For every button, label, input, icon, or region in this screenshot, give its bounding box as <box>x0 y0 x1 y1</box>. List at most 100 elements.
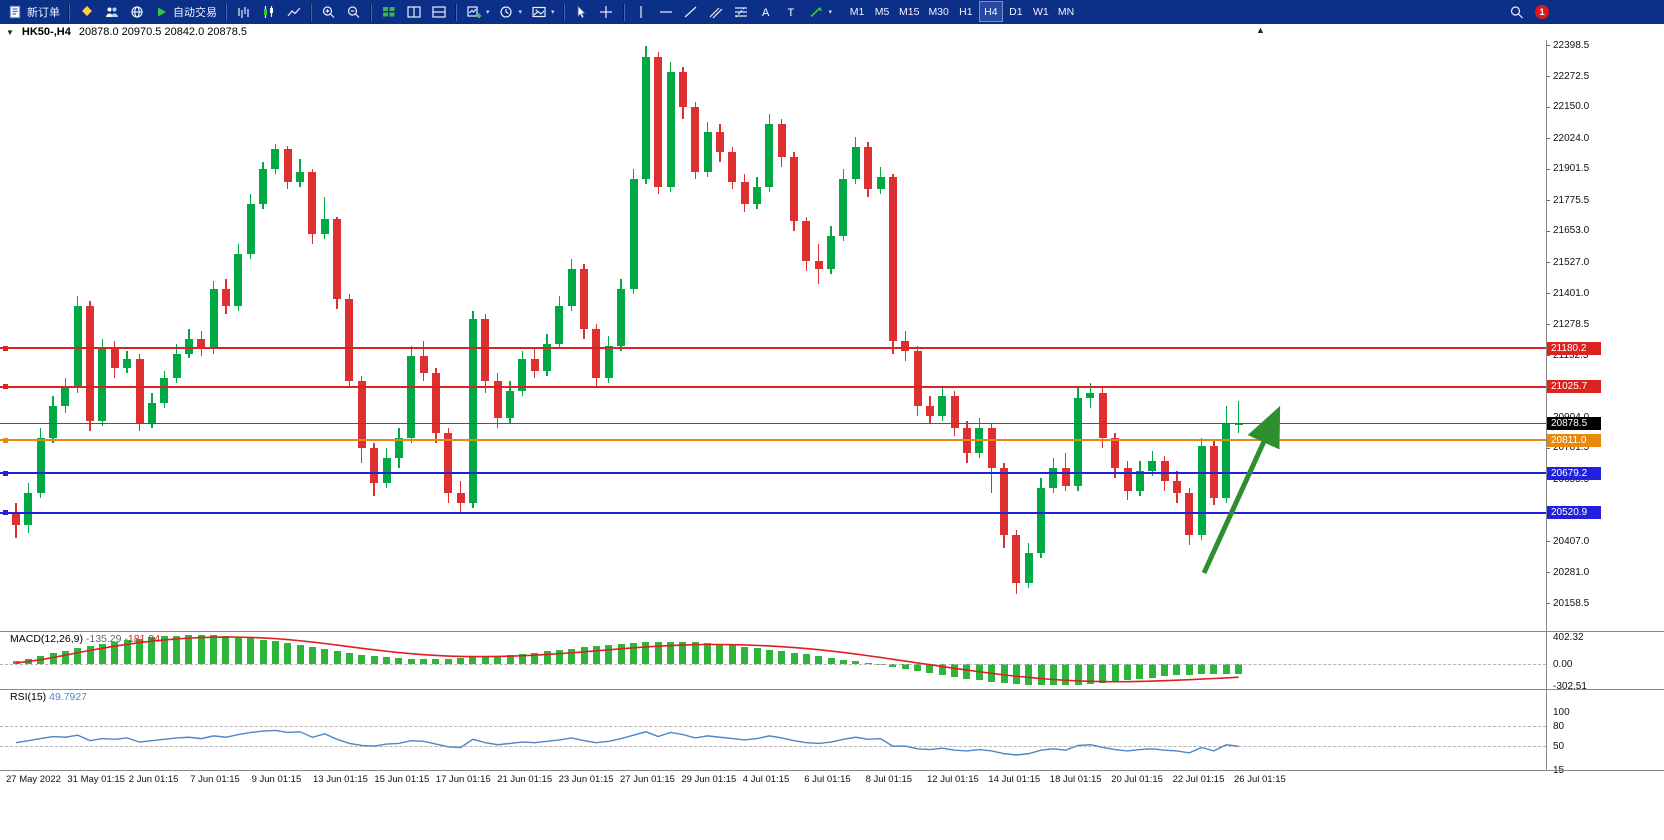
channel-icon <box>708 5 725 20</box>
candle-body <box>888 176 897 342</box>
tab-M30[interactable]: M30 <box>924 1 952 22</box>
accounts-button[interactable] <box>99 1 124 23</box>
fibonacci-tool[interactable] <box>729 1 754 23</box>
cursor-button[interactable] <box>569 1 594 23</box>
macd-histogram-bar <box>1099 664 1107 683</box>
macd-histogram-bar <box>1222 664 1230 674</box>
candlestick-chart-button[interactable] <box>256 1 281 23</box>
macd-histogram-bar <box>37 656 45 664</box>
price-badge: 20679.2 <box>1547 466 1601 480</box>
horizontal-line-tool[interactable] <box>654 1 679 23</box>
price-tick-mark <box>1546 200 1550 202</box>
price-tick-label: 22272.5 <box>1553 70 1590 82</box>
search-button[interactable] <box>1508 1 1525 23</box>
chart-header: ▼ HK50-,H4 20878.0 20970.5 20842.0 20878… <box>0 24 1664 40</box>
tab-D1[interactable]: D1 <box>1004 1 1028 22</box>
candle-body <box>147 403 156 424</box>
horizontal-line-20679.2[interactable] <box>0 472 1546 475</box>
crosshair-button[interactable] <box>594 1 619 23</box>
candle-body <box>135 358 144 424</box>
trendline-tool[interactable] <box>679 1 704 23</box>
horizontal-line-20520.9[interactable] <box>0 511 1546 514</box>
macd-histogram-bar <box>716 644 724 664</box>
candle-body <box>1024 552 1033 583</box>
rsi-level-line <box>0 746 1546 748</box>
candle-body <box>1037 488 1046 553</box>
line-handle[interactable] <box>3 384 8 390</box>
tile-vertical-button[interactable] <box>401 1 426 23</box>
zoom-out-button[interactable] <box>341 1 366 23</box>
timeframe-group: M1 M5 M15 M30 H1 H4 D1 W1 MN <box>845 1 1078 22</box>
price-badge: 20878.5 <box>1547 417 1601 431</box>
macd-histogram-bar <box>234 636 242 664</box>
toolbar-separator <box>455 3 457 21</box>
macd-histogram-bar <box>1049 664 1057 686</box>
line-handle[interactable] <box>3 437 8 443</box>
new-chart-button[interactable]: ▾ <box>461 1 494 23</box>
candle-body <box>617 288 626 347</box>
macd-histogram-bar <box>691 642 699 664</box>
rsi-level-line <box>0 725 1546 727</box>
line-handle[interactable] <box>3 510 8 516</box>
macd-histogram-bar <box>197 635 205 664</box>
search-icon <box>1508 5 1525 20</box>
macd-histogram-bar <box>1062 664 1070 686</box>
horizontal-line-21180.2[interactable] <box>0 347 1546 350</box>
macd-histogram-bar <box>506 654 514 664</box>
candle-body <box>1172 480 1181 494</box>
panel-separator[interactable] <box>0 631 1664 632</box>
notification-badge[interactable]: 1 <box>1535 5 1549 19</box>
text-tool[interactable]: A <box>754 1 779 23</box>
time-axis-label: 31 May 01:15 <box>67 774 125 785</box>
panel-separator[interactable] <box>0 689 1664 690</box>
chevron-up-icon[interactable]: ▲ <box>1256 25 1265 35</box>
line-handle[interactable] <box>3 470 8 476</box>
candle-body <box>394 438 403 459</box>
template-button[interactable]: ▾ <box>526 1 559 23</box>
price-tick-mark <box>1546 572 1550 574</box>
candle-body <box>197 338 206 349</box>
bar-chart-button[interactable] <box>231 1 256 23</box>
tab-M1[interactable]: M1 <box>845 1 869 22</box>
channel-tool[interactable] <box>704 1 729 23</box>
candle-body <box>1123 468 1132 491</box>
line-handle[interactable] <box>3 345 8 351</box>
candle-body <box>950 395 959 429</box>
tab-W1[interactable]: W1 <box>1029 1 1053 22</box>
horizontal-line-21025.7[interactable] <box>0 385 1546 388</box>
bar-chart-icon <box>235 5 252 20</box>
candle-body <box>654 57 663 187</box>
price-tick-mark <box>1546 45 1550 46</box>
new-order-button[interactable]: 新订单 <box>3 1 64 23</box>
period-button[interactable]: ▾ <box>494 1 527 23</box>
grid-button[interactable] <box>376 1 401 23</box>
tab-H1[interactable]: H1 <box>954 1 978 22</box>
candle-body <box>740 181 749 205</box>
market-button[interactable] <box>124 1 149 23</box>
vertical-line-tool[interactable] <box>629 1 654 23</box>
time-axis-label: 17 Jun 01:15 <box>435 774 491 785</box>
chevron-down-icon[interactable]: ▼ <box>6 27 14 37</box>
mql-community-button[interactable] <box>74 1 99 23</box>
auto-trading-button[interactable]: 自动交易 <box>149 1 221 23</box>
zoom-in-button[interactable] <box>316 1 341 23</box>
arrows-tool[interactable]: ▾ <box>804 1 837 23</box>
tab-M5[interactable]: M5 <box>870 1 894 22</box>
horizontal-line-20811.0[interactable] <box>0 439 1546 442</box>
macd-histogram-bar <box>1173 664 1181 676</box>
line-chart-button[interactable] <box>281 1 306 23</box>
tile-horizontal-button[interactable] <box>426 1 451 23</box>
zoom-out-icon <box>345 5 362 20</box>
tab-MN[interactable]: MN <box>1054 1 1078 22</box>
price-tick-label: 22398.5 <box>1553 39 1590 51</box>
tile-horizontal-icon <box>430 5 447 20</box>
tab-M15[interactable]: M15 <box>895 1 923 22</box>
label-tool[interactable]: T <box>779 1 804 23</box>
macd-histogram-bar <box>1025 664 1033 685</box>
panel-separator[interactable] <box>0 770 1664 771</box>
horizontal-line-20878.5[interactable] <box>0 423 1546 425</box>
grid-icon <box>380 5 397 20</box>
time-axis-label: 26 Jul 01:15 <box>1234 774 1286 785</box>
tab-H4[interactable]: H4 <box>978 1 1003 22</box>
